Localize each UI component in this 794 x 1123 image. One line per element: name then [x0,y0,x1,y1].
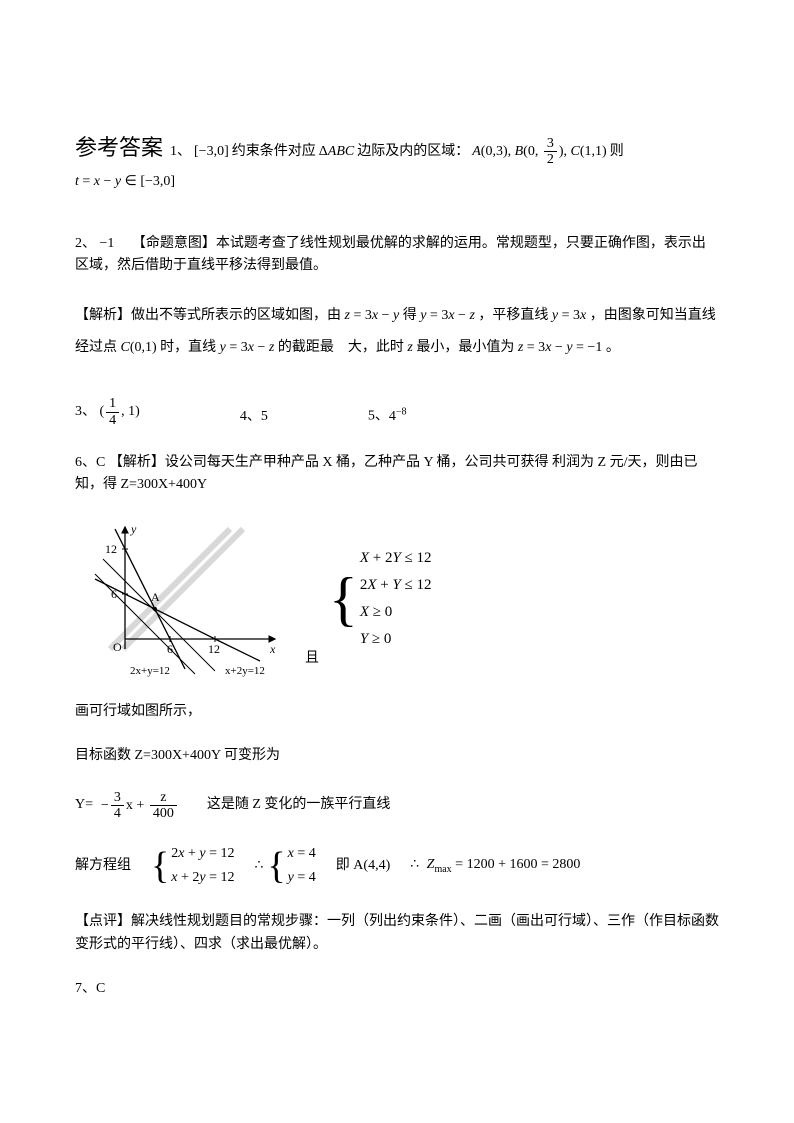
q2-point: C(0,1) [121,340,157,355]
sys-line-2: 2X + Y ≤ 12 [360,573,432,597]
y-eq-expr: −34x + z400 [101,790,179,822]
q2-intent: 2、 −1 【命题意图】本试题考查了线性规划最优解的求解的运用。常规题型，只要正… [75,233,719,278]
q2-t1: 做出不等式所表示的区域如图，由 [131,308,341,323]
q2-expr5: z = 3x − y = −1 [518,340,603,355]
comment-text: 解决线性规划题目的常规步骤：一列（列出约束条件）、二画（画出可行域）、三作（作目… [75,914,719,951]
y-eq-prefix: Y= [75,794,93,816]
q2-intent-label: 【命题意图】 [132,236,216,251]
svg-text:6: 6 [111,587,117,601]
q2-z: z [407,340,412,355]
q2-analysis: 【解析】做出不等式所表示的区域如图，由 z = 3x − y 得 y = 3x … [75,300,719,364]
q6-num: 6、C [75,455,105,470]
svg-text:A: A [151,590,160,604]
q1-t4: 则 [610,141,624,163]
svg-text:y: y [130,522,137,536]
q1-expr: t = x − y ∈ [−3,0] [75,171,175,193]
q7: 7、C [75,978,719,1000]
svg-text:x+2y=12: x+2y=12 [225,665,265,677]
q1-points: A(0,3), B(0, 32), C(1,1) [472,136,606,168]
q6-qie: 且 [305,648,319,670]
q6-head: 6、C 【解析】设公司每天生产甲种产品 X 桶，乙种产品 Y 桶，公司共可获得 … [75,452,719,497]
q1-triangle: ΔABC [319,141,354,163]
q1-num: 1、 [170,141,191,163]
q3: 3、 (14, 1) [75,396,140,428]
q4: 4、5 [240,406,268,428]
q6-yformula: Y= −34x + z400 这是随 Z 变化的一族平行直线 [75,790,719,822]
q5: 5、4−8 [368,404,407,428]
q1-ans: [−3,0] [194,141,229,163]
q2-intercept: 的截距最 大，此时 [278,340,404,355]
q2-shi: 时，直线 [160,340,216,355]
svg-text:x: x [269,642,276,656]
q6-system: { X + 2Y ≤ 12 2X + Y ≤ 12 X ≥ 0 Y ≥ 0 [329,546,432,651]
y-eq-tail: 这是随 Z 变化的一族平行直线 [207,794,391,816]
q6-feasible: 画可行域如图所示， [75,701,719,723]
sys-line-4: Y ≥ 0 [360,627,432,651]
q1-t1: 约束条件对应 [232,141,316,163]
q2-period: 。 [606,340,620,355]
q2-expr3: y = 3x [552,308,586,323]
feasible-chart: 12 6 O 6 12 x y A 2x+y=12 x+2y=12 [75,519,295,679]
solve-label: 解方程组 [75,855,131,877]
q6-comment: 【点评】解决线性规划题目的常规步骤：一列（列出约束条件）、二画（画出可行域）、三… [75,911,719,956]
q6-chart-row: 12 6 O 6 12 x y A 2x+y=12 x+2y=12 且 { X … [75,519,719,679]
q3-5-row: 3、 (14, 1) 4、5 5、4−8 [75,396,719,428]
q6-solve: 解方程组 { 2x + y = 12 x + 2y = 12 ∴ { x = 4… [75,843,719,889]
sys-line-3: X ≥ 0 [360,600,432,624]
q6-text: 设公司每天生产甲种产品 X 桶，乙种产品 Y 桶，公司共可获得 利润为 Z 元/… [75,455,697,492]
solve-res: ∴ { x = 4 y = 4 [255,843,316,889]
q2-expr4: y = 3x − z [220,340,275,355]
comment-label: 【点评】 [75,914,131,929]
solve-tail: 即 A(4,4) [336,855,390,877]
svg-text:12: 12 [208,642,220,656]
svg-text:2x+y=12: 2x+y=12 [130,665,170,677]
sys-line-1: X + 2Y ≤ 12 [360,546,432,570]
q2-comma: ，平移直线 [478,308,548,323]
zmax: ∴ Zmax = 1200 + 1600 = 2800 [410,854,580,878]
q2-num: 2、 [75,236,96,251]
q2-expr2: y = 3x − z [420,308,475,323]
page-title: 参考答案 [75,130,163,165]
q1-t3: 边际及内的区域： [357,141,469,163]
solve-sys: { 2x + y = 12 x + 2y = 12 [151,843,235,889]
q2-expr1: z = 3x − y [345,308,400,323]
q6-analysis-label: 【解析】 [109,455,165,470]
svg-text:12: 12 [105,542,117,556]
svg-text:O: O [113,640,122,654]
q2-ans: −1 [100,236,115,251]
svg-text:6: 6 [167,642,173,656]
q2-analysis-label: 【解析】 [75,308,131,323]
q2-min: 最小，最小值为 [416,340,514,355]
q6-objective: 目标函数 Z=300X+400Y 可变形为 [75,745,719,767]
q2-de: 得 [403,308,417,323]
q1-line: 参考答案 1、 [−3,0] 约束条件对应 ΔABC 边际及内的区域： A(0,… [75,130,719,193]
